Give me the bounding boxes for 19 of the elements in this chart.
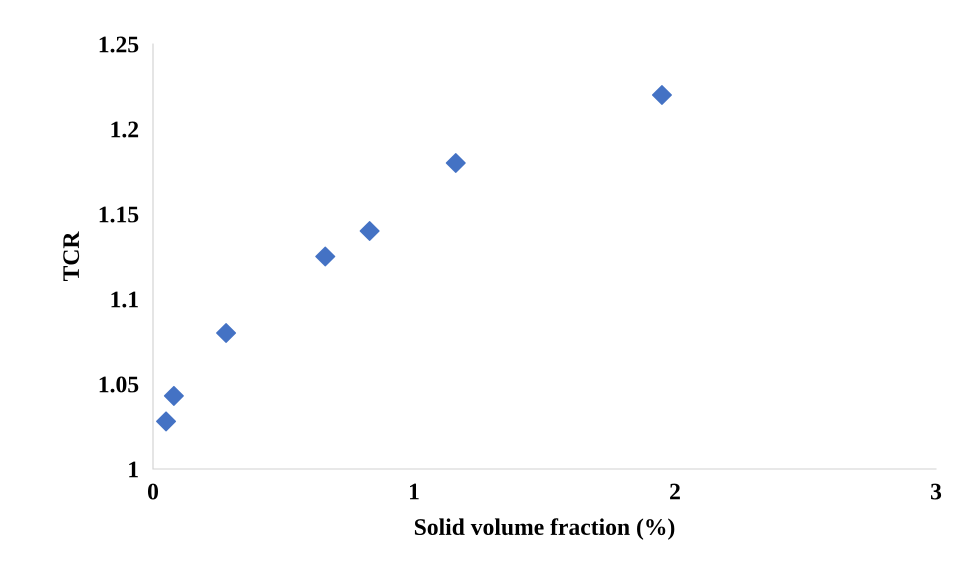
point: [216, 322, 236, 344]
y-axis-title: TCR: [63, 231, 80, 282]
y-tick-label: 1.2: [111, 122, 138, 138]
y-tick-label: 1.15: [100, 206, 138, 223]
y-tick-label: 1.05: [100, 376, 138, 393]
point: [164, 386, 184, 406]
y-tick-label: 1.1: [111, 292, 138, 308]
y-tick-label: 1.25: [100, 36, 138, 53]
x-tick-label: 1: [410, 484, 419, 500]
point: [156, 411, 176, 432]
x-axis-title: Solid volume fraction (%): [414, 518, 674, 540]
x-tick-label: 3: [930, 484, 942, 500]
point: [360, 220, 380, 242]
x-tick-label: 0: [148, 484, 158, 500]
point: [446, 152, 466, 174]
point: [315, 246, 336, 267]
x-tick-label: 2: [670, 484, 680, 500]
point: [652, 84, 672, 106]
y-tick-label: 1: [129, 462, 138, 478]
